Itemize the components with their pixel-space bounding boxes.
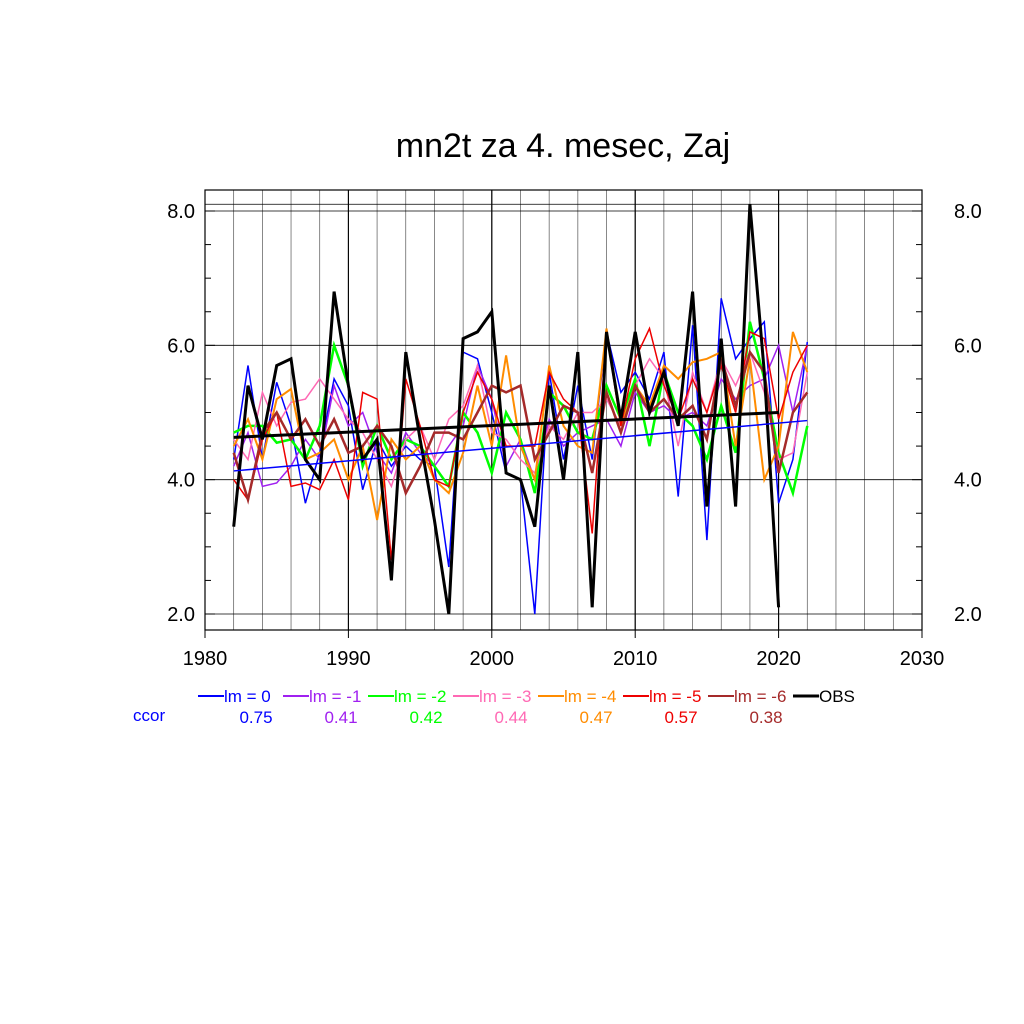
ccor-label: ccor [133, 706, 165, 725]
y-tick-label-right: 8.0 [954, 201, 982, 223]
grid-lines [205, 190, 922, 630]
series-line-lm-6 [232, 349, 809, 505]
ccor-value-lm-0: 0.75 [239, 708, 272, 727]
x-tick-label: 1980 [183, 648, 228, 670]
trend-lines [233, 411, 808, 472]
series-lines [232, 204, 809, 615]
legend-label-lm-2: lm = -2 [394, 687, 446, 706]
trend-line-lm-0 [233, 419, 808, 472]
ccor-value-lm-2: 0.42 [409, 708, 442, 727]
x-tick-label: 1990 [326, 648, 371, 670]
legend-label-lm-5: lm = -5 [649, 687, 701, 706]
y-tick-label: 2.0 [167, 604, 195, 626]
x-tick-label: 2020 [756, 648, 801, 670]
y-tick-label: 8.0 [167, 201, 195, 223]
series-line-obs [232, 204, 781, 615]
legend-label-lm-3: lm = -3 [479, 687, 531, 706]
x-tick-label: 2030 [900, 648, 945, 670]
x-tick-label: 2000 [470, 648, 515, 670]
ccor-value-lm-3: 0.44 [494, 708, 527, 727]
legend-label-lm-6: lm = -6 [734, 687, 786, 706]
legend-label-lm-4: lm = -4 [564, 687, 616, 706]
axes: 1980 1990 2000 2010 2020 2030 2.0 4.0 6.0 8.0 2.0 4… [167, 201, 982, 670]
y-tick-label: 6.0 [167, 335, 195, 357]
legend-label-obs: OBS [819, 687, 855, 706]
chart-title: mn2t za 4. mesec, Zaj [396, 127, 730, 165]
y-tick-label-right: 6.0 [954, 335, 982, 357]
y-tick-label-right: 2.0 [954, 604, 982, 626]
legend-label-lm-0: lm = 0 [224, 687, 271, 706]
ccor-value-lm-6: 0.38 [749, 708, 782, 727]
y-tick-label-right: 4.0 [954, 470, 982, 492]
y-tick-label: 4.0 [167, 470, 195, 492]
ccor-value-lm-4: 0.47 [579, 708, 612, 727]
ccor-value-lm-5: 0.57 [664, 708, 697, 727]
ccor-value-lm-1: 0.41 [324, 708, 357, 727]
legend: lm = 0 0.75 lm = -1 0.41 lm = -2 0.42 lm = -3 0… [133, 687, 855, 727]
trend-line-obs [233, 411, 779, 439]
plot-frame [204, 189, 923, 631]
plot-border [204, 189, 923, 631]
x-tick-label: 2010 [613, 648, 658, 670]
legend-label-lm-1: lm = -1 [309, 687, 361, 706]
